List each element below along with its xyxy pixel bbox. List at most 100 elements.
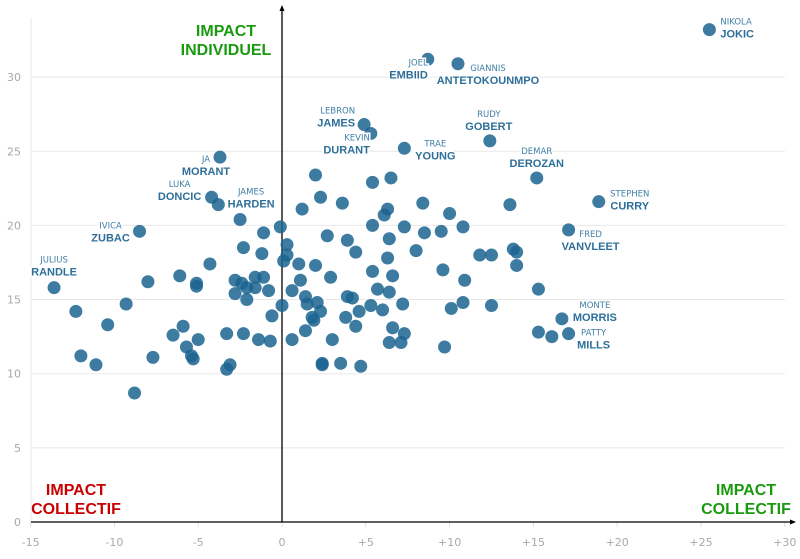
data-point xyxy=(255,247,269,261)
data-point xyxy=(485,248,498,262)
player-last-name: RANDLE xyxy=(31,267,77,279)
x-tick-label: -10 xyxy=(105,536,123,549)
labeled-data-point xyxy=(421,52,435,66)
data-point xyxy=(394,336,408,350)
x-axis-arrow xyxy=(790,519,796,525)
data-point xyxy=(252,333,266,347)
y-tick-label: 25 xyxy=(7,145,21,158)
data-point xyxy=(376,303,390,317)
player-first-name: MONTE xyxy=(579,301,610,311)
labeled-data-point xyxy=(592,195,606,209)
player-last-name: MILLS xyxy=(577,340,610,352)
data-point xyxy=(101,318,115,332)
x-tick-label: +5 xyxy=(358,536,374,549)
data-point xyxy=(280,238,294,252)
data-point xyxy=(438,340,452,354)
player-last-name: ZUBAC xyxy=(91,232,130,244)
data-point xyxy=(366,175,380,189)
y-tick-label: 20 xyxy=(7,219,21,232)
quadrant-bottom-left-line1: IMPACT xyxy=(46,482,106,499)
x-tick-label: +15 xyxy=(522,536,545,549)
data-point xyxy=(335,196,349,210)
player-labels: NIKOLAJOKICJOELEMBIIDGIANNISANTETOKOUNMP… xyxy=(30,16,756,353)
data-point xyxy=(340,233,354,247)
data-point xyxy=(531,282,545,296)
player-last-name: YOUNG xyxy=(415,150,455,162)
data-point xyxy=(324,270,338,284)
y-tick-label: 30 xyxy=(7,71,21,84)
player-first-name: FRED xyxy=(579,230,602,240)
data-point xyxy=(128,386,142,400)
data-point xyxy=(386,321,400,335)
data-point xyxy=(220,362,234,376)
player-first-name: JOEL xyxy=(407,58,428,68)
quadrant-labels: IMPACT INDIVIDUEL IMPACT COLLECTIF IMPAC… xyxy=(31,23,791,518)
x-tick-label: 0 xyxy=(279,536,286,549)
data-point xyxy=(228,287,242,301)
x-tick-label: -5 xyxy=(193,536,204,549)
labeled-data-point xyxy=(47,281,61,295)
data-point xyxy=(309,168,323,182)
data-point xyxy=(275,298,289,312)
data-point xyxy=(371,282,385,296)
data-point xyxy=(263,334,277,348)
gridlines xyxy=(30,18,785,522)
data-point xyxy=(176,319,190,333)
data-point xyxy=(285,284,299,298)
data-point xyxy=(298,324,312,338)
data-point xyxy=(354,359,368,373)
data-point xyxy=(74,349,88,363)
player-last-name: JOKIC xyxy=(720,29,754,41)
labeled-data-point xyxy=(133,224,147,238)
data-point xyxy=(295,202,309,216)
data-point xyxy=(320,229,334,243)
data-point xyxy=(364,298,378,312)
data-point xyxy=(285,333,299,347)
player-first-name: LUKA xyxy=(169,180,191,190)
y-tick-label: 10 xyxy=(7,368,21,381)
data-point xyxy=(334,356,348,370)
data-point xyxy=(262,284,276,298)
data-point xyxy=(315,358,329,372)
data-point xyxy=(141,275,155,289)
data-point xyxy=(444,301,458,315)
data-point xyxy=(265,309,279,323)
player-first-name: PATTY xyxy=(581,329,607,339)
player-last-name: ANTETOKOUNMPO xyxy=(437,75,540,87)
data-point xyxy=(309,258,323,272)
y-tick-label: 5 xyxy=(14,442,21,455)
data-point xyxy=(384,171,398,185)
data-point xyxy=(173,269,187,283)
x-tick-label: +10 xyxy=(438,536,461,549)
data-point xyxy=(531,325,545,339)
data-point xyxy=(292,257,306,271)
labeled-data-point xyxy=(483,134,497,148)
player-first-name: DEMAR xyxy=(521,147,552,157)
data-point xyxy=(386,269,400,283)
data-point xyxy=(382,232,396,246)
data-point xyxy=(240,281,254,295)
player-last-name: DEROZAN xyxy=(510,158,564,170)
data-point xyxy=(89,358,103,372)
player-last-name: MORRIS xyxy=(573,312,617,324)
player-first-name: JULIUS xyxy=(39,256,68,266)
data-point xyxy=(377,208,391,222)
player-first-name: LEBRON xyxy=(320,107,355,117)
player-first-name: KEVIN xyxy=(344,133,370,143)
data-point xyxy=(510,258,524,272)
data-point xyxy=(190,279,204,293)
data-point xyxy=(352,304,366,318)
data-point xyxy=(203,257,217,271)
data-point xyxy=(293,273,307,287)
data-point xyxy=(397,220,411,234)
